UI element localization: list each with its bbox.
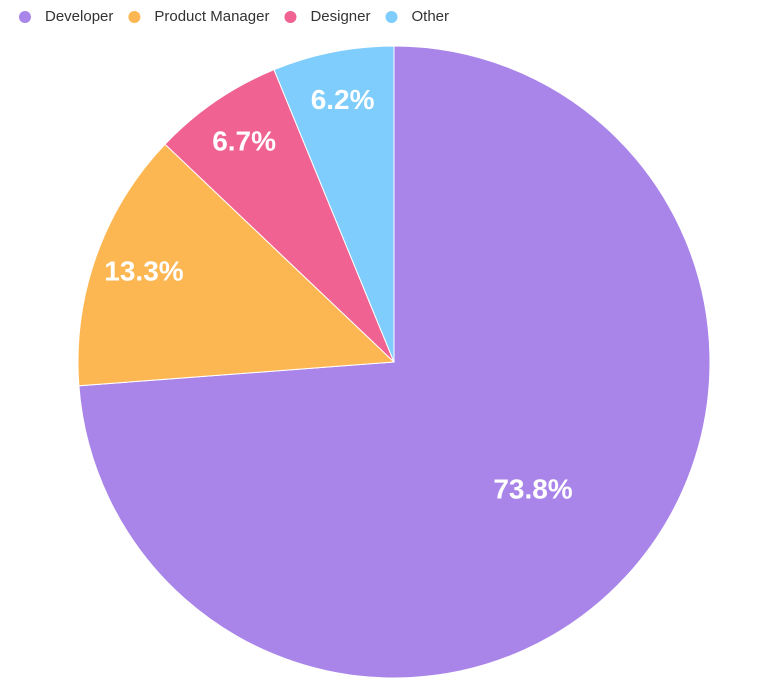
legend-label: Developer: [45, 8, 113, 25]
slice-label: 73.8%: [493, 473, 572, 504]
legend-marker: [19, 11, 31, 23]
legend: Developer Product Manager Designer Other: [19, 8, 449, 25]
legend-label: Product Manager: [154, 8, 269, 25]
legend-label: Other: [411, 8, 449, 25]
slice-label: 6.7%: [212, 125, 276, 156]
slice-label: 6.2%: [311, 84, 375, 115]
legend-marker: [385, 11, 398, 23]
pie-slice: [77, 143, 396, 387]
legend-marker: [284, 11, 297, 23]
legend-label: Designer: [310, 8, 370, 25]
pie-slice: [164, 69, 395, 363]
slice-label: 13.3%: [104, 255, 183, 286]
pie-slice: [273, 45, 395, 363]
legend-marker: [128, 11, 141, 23]
